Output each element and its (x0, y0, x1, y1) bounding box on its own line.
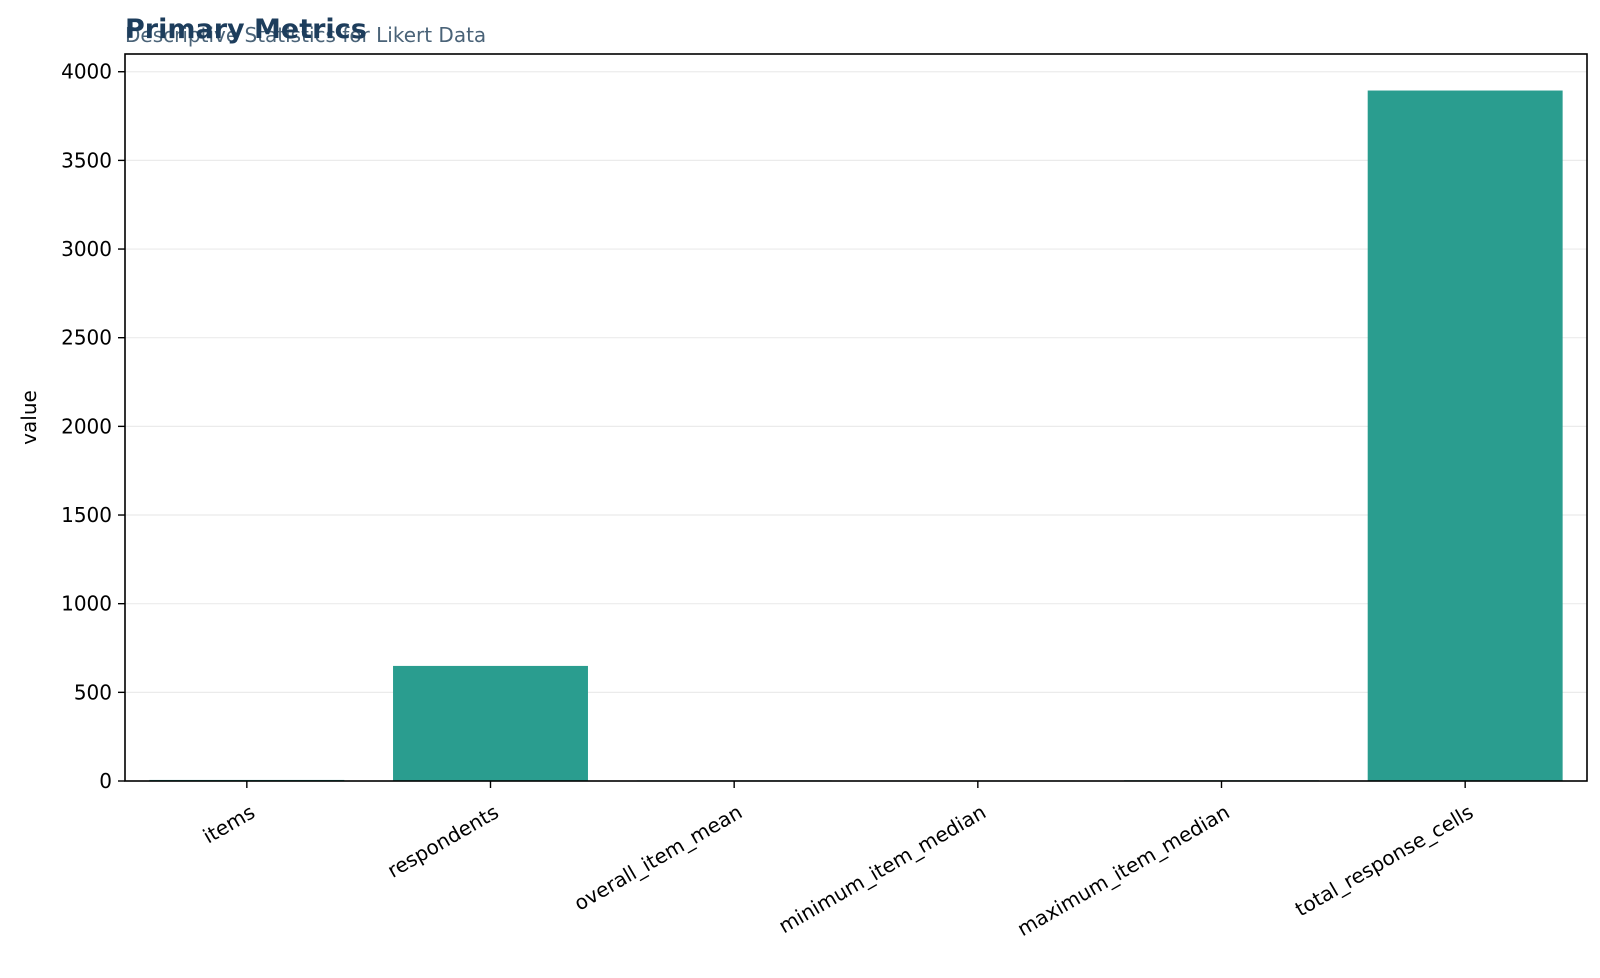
x-tick-label: maximum_item_median (1013, 800, 1234, 941)
y-ticks: 0 500 1000 1500 2000 2500 3000 3500 4000 (61, 60, 125, 793)
gridlines (125, 71, 1587, 782)
plot-frame (124, 53, 1588, 782)
x-tick-label: respondents (383, 800, 502, 883)
bar-respondents (393, 665, 588, 781)
chart-title: Primary Metrics (125, 14, 367, 45)
bars (149, 90, 1563, 781)
y-tick-label: 4000 (61, 60, 112, 84)
x-ticks: items respondents overall_item_mean minimum… (199, 781, 1477, 941)
y-tick-label: 1500 (61, 503, 112, 527)
x-tick-label: total_response_cells (1291, 800, 1477, 921)
y-tick-label: 2000 (61, 414, 112, 438)
chart-subtitle: Descriptive Statistics for Likert Data (125, 23, 486, 47)
bar-total-response-cells (1367, 90, 1563, 781)
y-tick-label: 2500 (61, 326, 112, 350)
y-tick-label: 500 (74, 680, 112, 704)
y-tick-label: 1000 (61, 592, 112, 616)
y-tick-label: 3500 (61, 148, 112, 172)
x-tick-label: items (199, 800, 259, 849)
y-tick-label: 0 (99, 769, 112, 793)
x-tick-label: overall_item_mean (570, 800, 746, 916)
y-axis-label: value (17, 390, 41, 445)
x-tick-label: minimum_item_median (774, 800, 990, 938)
y-tick-label: 3000 (61, 237, 112, 261)
